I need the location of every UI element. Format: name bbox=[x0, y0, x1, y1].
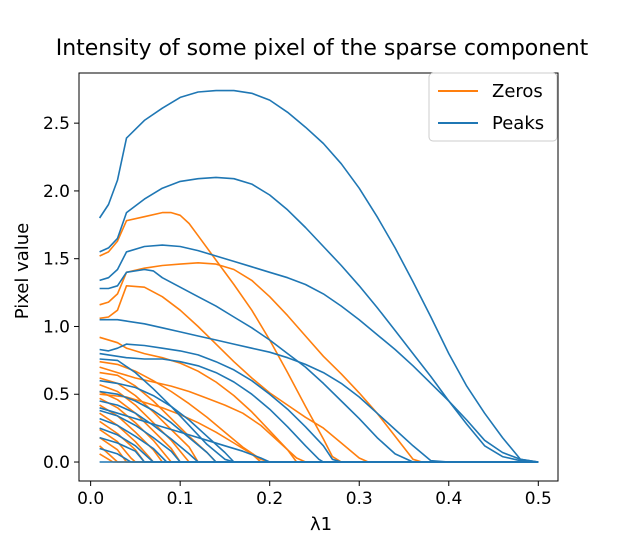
series-line-peaks-9 bbox=[99, 390, 539, 463]
plot-frame bbox=[78, 72, 559, 482]
series-line-peaks-1 bbox=[99, 176, 539, 463]
series-line-peaks-2 bbox=[99, 244, 539, 463]
y-tick-label: 1.5 bbox=[43, 250, 70, 270]
series-line-peaks-3 bbox=[99, 268, 539, 463]
series-line-peaks-5 bbox=[99, 343, 539, 463]
x-tick-label: 0.1 bbox=[167, 489, 194, 509]
x-tick-label: 0.0 bbox=[77, 489, 104, 509]
series-line-peaks-6 bbox=[99, 352, 539, 463]
x-tick-label: 0.4 bbox=[435, 489, 462, 509]
y-tick-label: 0.0 bbox=[43, 453, 70, 473]
x-axis-label: λ1 bbox=[310, 514, 332, 535]
series-line-zeros-18 bbox=[99, 211, 539, 463]
series-line-peaks-8 bbox=[99, 379, 539, 463]
series-line-zeros-25 bbox=[99, 377, 539, 463]
series-line-peaks-7 bbox=[99, 358, 539, 463]
chart-title: Intensity of some pixel of the sparse co… bbox=[56, 36, 589, 61]
series-line-zeros-23 bbox=[99, 366, 539, 463]
y-tick-label: 2.5 bbox=[43, 114, 70, 134]
y-tick-label: 2.0 bbox=[43, 182, 70, 202]
series-line-peaks-10 bbox=[99, 400, 539, 463]
series-line-zeros-35 bbox=[99, 393, 539, 463]
x-tick-label: 0.5 bbox=[525, 489, 552, 509]
series-line-peaks-0 bbox=[98, 89, 539, 463]
y-tick-label: 0.5 bbox=[43, 385, 70, 405]
x-axis: 0.0 0.1 0.2 0.3 0.4 0.5 bbox=[77, 481, 552, 509]
y-tick-label: 1.0 bbox=[43, 317, 70, 337]
y-axis: 0.0 0.5 1.0 1.5 2.0 2.5 bbox=[43, 114, 79, 473]
legend-label-zeros: Zeros bbox=[492, 81, 543, 102]
series-layer bbox=[98, 89, 539, 463]
series-line-peaks-14 bbox=[99, 407, 539, 463]
legend-label-peaks: Peaks bbox=[492, 113, 544, 134]
legend: Zeros Peaks bbox=[428, 72, 558, 142]
y-axis-label: Pixel value bbox=[12, 223, 33, 320]
x-tick-label: 0.2 bbox=[256, 489, 283, 509]
series-line-zeros-20 bbox=[99, 285, 539, 463]
series-line-peaks-4 bbox=[99, 318, 539, 463]
x-tick-label: 0.3 bbox=[346, 489, 373, 509]
